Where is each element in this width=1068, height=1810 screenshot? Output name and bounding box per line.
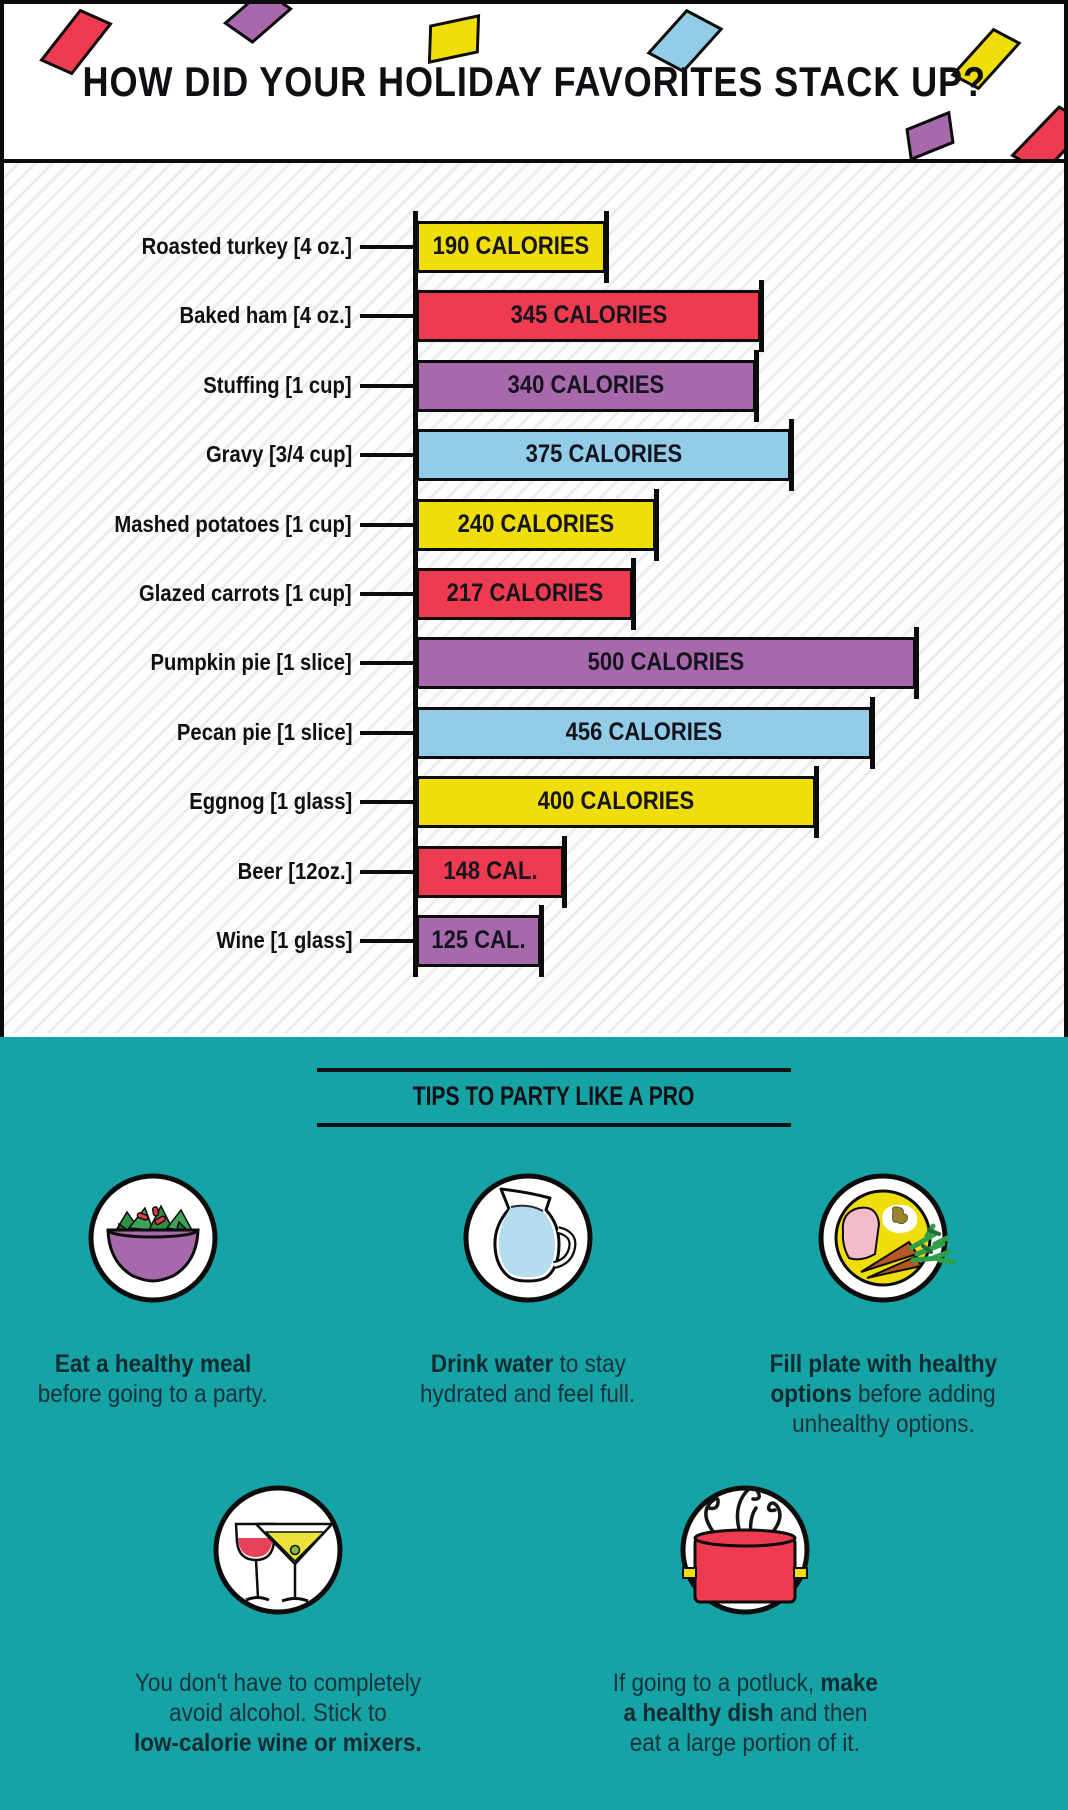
tip-text-line: avoid alcohol. Stick to [169, 1699, 387, 1727]
calorie-bar: 340 CALORIES [416, 359, 756, 412]
bar-cap-left [413, 627, 418, 700]
bar-cap-left [413, 419, 418, 492]
tip-text-line: Eat a healthy meal [54, 1350, 252, 1378]
tip-fill-plate: Fill plate with healthy options before ad… [733, 1172, 1033, 1439]
water-pitcher-icon [463, 1173, 593, 1303]
tip-text-line: You don't have to completely [134, 1669, 422, 1697]
bar-cap-right [604, 211, 609, 283]
tip-text-fill-plate: Fill plate with healthy options before ad… [733, 1349, 1033, 1439]
bar-cap-right [631, 558, 636, 630]
leader-line [360, 314, 416, 319]
confetti-piece [223, 4, 293, 44]
leader-line [360, 592, 416, 596]
tip-drink-water: Drink water to stay hydrated and feel ful… [388, 1172, 668, 1409]
header-panel: HOW DID YOUR HOLIDAY FAVORITES STACK UP? [4, 4, 1064, 163]
confetti-piece [905, 110, 955, 159]
chart-row-label: Eggnog [1 glass] [188, 788, 352, 815]
tip-text-line: before going to a party. [38, 1380, 268, 1408]
bar-cap-left [413, 696, 418, 769]
bar-cap-right [654, 488, 659, 561]
calorie-bar: 125 CAL. [416, 915, 541, 967]
tips-section: TIPS TO PARTY LIKE A PRO [0, 1037, 1068, 1810]
calorie-bar: 148 CAL. [416, 845, 564, 898]
bar-cap-left [413, 211, 418, 283]
leader-line [360, 939, 416, 943]
leader-line [360, 661, 416, 666]
calorie-bar: 500 CALORIES [416, 637, 916, 690]
chart-row-label: Baked ham [4 oz.] [179, 302, 352, 329]
calorie-bar: 190 CALORIES [416, 221, 606, 273]
tip-text-line: Fill plate with healthy [769, 1350, 997, 1378]
chart-row-label: Roasted turkey [4 oz.] [141, 233, 352, 259]
tip-text-line: Drink water to stay [430, 1350, 626, 1378]
bar-cap-left [413, 280, 418, 353]
chart-row-label: Pecan pie [1 slice] [176, 718, 352, 745]
salad-bowl-icon [88, 1173, 218, 1303]
tip-text-potluck-dish: If going to a potluck, make a healthy dis… [575, 1668, 915, 1758]
leader-line [360, 522, 416, 527]
confetti-piece [427, 14, 481, 64]
bar-cap-right [914, 627, 919, 700]
calorie-bar: 217 CALORIES [416, 568, 633, 620]
calorie-bar-chart: Roasted turkey [4 oz.] 190 CALORIES Baked … [4, 163, 1064, 1033]
bar-cap-right [759, 280, 764, 353]
calorie-bar: 375 CALORIES [416, 429, 791, 482]
bar-cap-left [413, 766, 418, 839]
tip-text-line: eat a large portion of it. [629, 1729, 861, 1757]
bar-cap-right [539, 905, 544, 977]
chart-row-label: Gravy [3/4 cup] [205, 441, 352, 468]
tip-text-drink-water: Drink water to stay hydrated and feel ful… [388, 1349, 668, 1409]
plate-of-food-icon [818, 1173, 956, 1303]
tip-text-line: options before adding [770, 1380, 996, 1408]
bar-cap-left [413, 349, 418, 422]
tip-potluck-dish: If going to a potluck, make a healthy dis… [575, 1484, 915, 1758]
tip-text-line: unhealthy options. [791, 1410, 975, 1438]
bar-cap-right [789, 419, 794, 492]
cooking-pot-icon [680, 1485, 810, 1615]
tip-low-calorie-drinks: You don't have to completely avoid alcoho… [108, 1484, 448, 1758]
bar-cap-left [413, 905, 418, 977]
leader-line [360, 245, 416, 249]
chart-row-label: Mashed potatoes [1 cup] [114, 510, 352, 537]
chart-row-label: Beer [12oz.] [237, 857, 352, 884]
bar-cap-right [562, 835, 567, 908]
calorie-bar: 400 CALORIES [416, 776, 816, 829]
tip-text-line: hydrated and feel full. [420, 1380, 636, 1408]
chart-row-label: Pumpkin pie [1 slice] [150, 649, 352, 676]
leader-line [360, 383, 416, 388]
bar-cap-right [814, 766, 819, 839]
bar-cap-right [754, 349, 759, 422]
bar-cap-right [870, 696, 875, 769]
confetti-piece [1010, 105, 1064, 159]
tip-text-line: If going to a potluck, make [612, 1669, 878, 1697]
leader-line [360, 453, 416, 458]
tip-text-eat-healthy-meal: Eat a healthy meal before going to a part… [13, 1349, 293, 1409]
bar-cap-left [413, 835, 418, 908]
calorie-bar: 240 CALORIES [416, 498, 656, 551]
chart-board: HOW DID YOUR HOLIDAY FAVORITES STACK UP?… [0, 0, 1068, 1041]
leader-line [360, 800, 416, 805]
tips-heading: TIPS TO PARTY LIKE A PRO [317, 1068, 791, 1127]
bar-cap-left [413, 558, 418, 630]
tip-text-line: a healthy dish and then [623, 1699, 867, 1727]
chart-row-label: Glazed carrots [1 cup] [139, 580, 352, 606]
tips-heading-label: TIPS TO PARTY LIKE A PRO [413, 1081, 695, 1111]
page-title: HOW DID YOUR HOLIDAY FAVORITES STACK UP? [4, 58, 1064, 106]
tip-text-low-calorie-drinks: You don't have to completely avoid alcoho… [108, 1668, 448, 1758]
leader-line [360, 730, 416, 735]
leader-line [360, 869, 416, 874]
bar-cap-left [413, 488, 418, 561]
calorie-bar: 456 CALORIES [416, 706, 872, 759]
chart-row-label: Stuffing [1 cup] [203, 371, 352, 398]
chart-row-label: Wine [1 glass] [216, 927, 352, 953]
tip-eat-healthy-meal: Eat a healthy meal before going to a part… [13, 1172, 293, 1409]
cocktail-glasses-icon [213, 1485, 343, 1615]
calorie-bar: 345 CALORIES [416, 290, 761, 343]
tip-text-line: low-calorie wine or mixers. [134, 1729, 422, 1757]
page-title-text: HOW DID YOUR HOLIDAY FAVORITES STACK UP? [82, 58, 986, 105]
